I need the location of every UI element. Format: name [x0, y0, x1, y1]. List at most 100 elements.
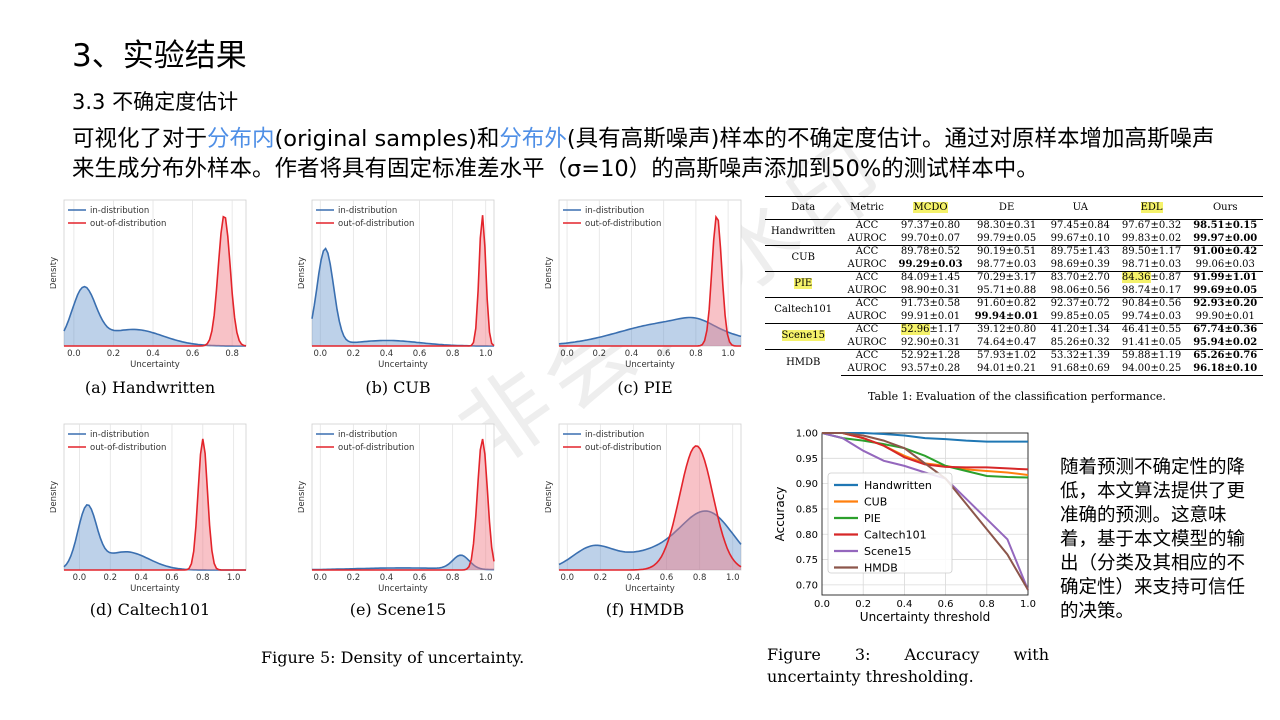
slide-title: 3、实验结果 — [72, 38, 247, 74]
slide-subtitle: 3.3 不确定度估计 — [72, 90, 239, 114]
density-tick-label: 0.0 — [67, 349, 81, 359]
table-value-cell: 99.79±0.05 — [976, 232, 1037, 244]
chart-ytick-label: 0.80 — [796, 530, 818, 541]
table-value-cell: 99.74±0.03 — [1121, 310, 1182, 322]
table-row: Caltech101 ACC 91.73±0.58 91.60±0.82 92.37±0… — [765, 297, 1264, 324]
density-in-curve — [63, 504, 246, 571]
table-value-cell: 99.70±0.07 — [900, 232, 961, 244]
table-metric-cell: ACC — [841, 271, 893, 285]
density-ylabel: Density — [50, 257, 59, 289]
table-value-cell: 97.37±0.80 — [900, 220, 961, 231]
density-tick-label: 1.0 — [479, 349, 493, 359]
table-value-cell: 96.18±0.10 — [1187, 362, 1264, 376]
density-tick-label: 0.4 — [625, 349, 639, 359]
table-value-cell: 91.00±0.42 — [1187, 245, 1264, 259]
results-table: Data Metric MCDO DE UA EDL Ours Handwritten ACC… — [765, 196, 1264, 376]
density-tick-label: 0.2 — [347, 573, 361, 583]
table-value-cell: 85.26±0.32 — [1050, 336, 1110, 348]
table-dataset-cell: Handwritten — [765, 220, 841, 246]
table-value-cell: 53.32±1.39 — [1044, 349, 1116, 363]
density-ylabel: Density — [545, 257, 554, 289]
table-row: AUROC 99.29±0.03 98.77±0.03 98.69±0.39 98.71… — [765, 259, 1263, 272]
figure5-caption: Figure 5: Density of uncertainty. — [261, 648, 525, 667]
table-value-cell: 99.85±0.05 — [1050, 310, 1110, 322]
chart-legend-label: HMDB — [864, 562, 898, 575]
density-caption: (a) Handwritten — [84, 378, 216, 397]
table-value-cell: 65.26±0.76 — [1187, 349, 1264, 363]
density-tick-label: 0.8 — [446, 573, 460, 583]
table-header: MCDO — [892, 196, 969, 220]
chart-xtick-label: 0.4 — [896, 599, 912, 610]
density-in-curve-fill — [64, 504, 246, 570]
table-dataset-cell: Caltech101 — [765, 297, 842, 324]
table-value-cell: 91.73±0.58 — [892, 297, 969, 311]
table-metric-cell: ACC — [841, 349, 893, 363]
density-tick-label: 0.6 — [186, 349, 200, 359]
density-ylabel: Density — [50, 481, 59, 513]
chart-legend-label: CUB — [864, 496, 887, 509]
side-explanation: 随着预测不确定性的降低，本文算法提供了更准确的预测。这意味着，基于本文模型的输出… — [1060, 457, 1246, 622]
table-metric-cell: AUROC — [841, 362, 893, 376]
density-legend-label: out-of-distribution — [585, 219, 661, 229]
table-value-cell: 92.90±0.31 — [900, 336, 961, 348]
density-panel-3: 0.0 0.2 0.4 0.6 0.8 1.0 Uncertainty Density in-d… — [50, 420, 250, 600]
density-out-curve-fill — [559, 446, 741, 570]
table-row: AUROC 99.91±0.01 99.94±0.01 99.85±0.05 99.74… — [765, 311, 1263, 324]
density-xlabel: Uncertainty — [378, 584, 428, 594]
density-out-curve-fill — [559, 217, 741, 346]
table-value-cell: 98.30±0.31 — [976, 220, 1037, 231]
table-row: AUROC 92.90±0.31 74.64±0.47 85.26±0.32 91.41… — [765, 337, 1263, 350]
density-tick-label: 0.8 — [446, 349, 460, 359]
density-panel-1: 0.0 0.2 0.4 0.6 0.8 1.0 Uncertainty Density in-d… — [298, 196, 498, 376]
density-panel-2: 0.0 0.2 0.4 0.6 0.8 1.0 Uncertainty Density in-d… — [545, 196, 745, 376]
table-value-cell: 98.69±0.39 — [1050, 258, 1110, 270]
accuracy-chart: 0.0 0.2 0.4 0.6 0.8 1.0 0.70 0.75 0.80 0.85 0.90 0.… — [762, 425, 1042, 625]
table-value-cell: 91.99±1.01 — [1187, 271, 1264, 285]
chart-legend-label: Caltech101 — [864, 529, 927, 542]
density-legend-label: in-distribution — [338, 430, 397, 440]
table-value-cell: 95.71±0.88 — [976, 284, 1037, 296]
density-tick-label: 0.2 — [592, 349, 606, 359]
density-out-curve — [312, 438, 495, 571]
density-tick-label: 0.8 — [689, 349, 703, 359]
density-legend-label: out-of-distribution — [90, 219, 166, 229]
para-text-3: (具有高斯噪声)样本的不确定度估计。通过对原样本增加高斯噪声来生成分布外样本。作… — [72, 126, 1215, 182]
table-value-cell: 59.88±1.19 — [1115, 349, 1188, 363]
table-header-label: EDL — [1140, 201, 1163, 213]
table-value-cell: 92.93±0.20 — [1187, 297, 1264, 311]
density-panel-4: 0.0 0.2 0.4 0.6 0.8 1.0 Uncertainty Density in-d… — [298, 420, 498, 600]
density-caption: (f) HMDB — [605, 600, 685, 619]
table-value-cell: 99.69±0.05 — [1193, 284, 1258, 296]
table-dataset-label: Caltech101 — [774, 304, 833, 316]
table-value-cell: 90.84±0.56 — [1115, 297, 1188, 311]
table-row: AUROC 98.90±0.31 95.71±0.88 98.06±0.56 98.74… — [765, 285, 1263, 298]
table-row: PIE ACC 84.09±1.45 70.29±3.17 83.70±2.70 84.3… — [765, 271, 1264, 298]
table-value-cell: 98.71±0.03 — [1121, 258, 1182, 270]
table-value-cell: 97.67±0.32 — [1121, 220, 1182, 231]
density-in-curve — [63, 285, 246, 347]
table-header: UA — [1044, 196, 1116, 220]
para-text-1: 可视化了对于 — [72, 126, 208, 152]
density-xlabel: Uncertainty — [625, 584, 675, 594]
chart-series-line — [822, 432, 1028, 443]
table-metric-cell: AUROC — [847, 336, 887, 348]
density-tick-label: 0.2 — [104, 573, 118, 583]
para-text-2: (original samples)和 — [274, 126, 500, 152]
table-row: HMDB ACC 52.92±1.28 57.93±1.02 53.32±1.39 59.… — [765, 349, 1264, 376]
chart-ytick-label: 0.75 — [796, 555, 818, 566]
density-tick-label: 0.6 — [413, 573, 427, 583]
table-header-label: DE — [998, 201, 1015, 213]
table-header: Ours — [1187, 196, 1264, 220]
density-out-curve — [64, 215, 247, 347]
table-value-cell: 84.36±0.87 — [1115, 271, 1188, 285]
table-value-cell: 84.09±1.45 — [892, 271, 969, 285]
density-legend-label: out-of-distribution — [585, 443, 661, 453]
density-out-curve — [64, 438, 246, 571]
table-header: Metric — [841, 196, 893, 220]
density-legend-label: in-distribution — [338, 206, 397, 216]
density-tick-label: 0.0 — [560, 349, 574, 359]
table-value-cell: 74.64±0.47 — [976, 336, 1037, 348]
table-row: AUROC 93.57±0.28 94.01±0.21 91.68±0.69 94.00… — [765, 362, 1264, 376]
density-tick-label: 0.4 — [380, 349, 394, 359]
density-in-curve — [312, 554, 494, 571]
